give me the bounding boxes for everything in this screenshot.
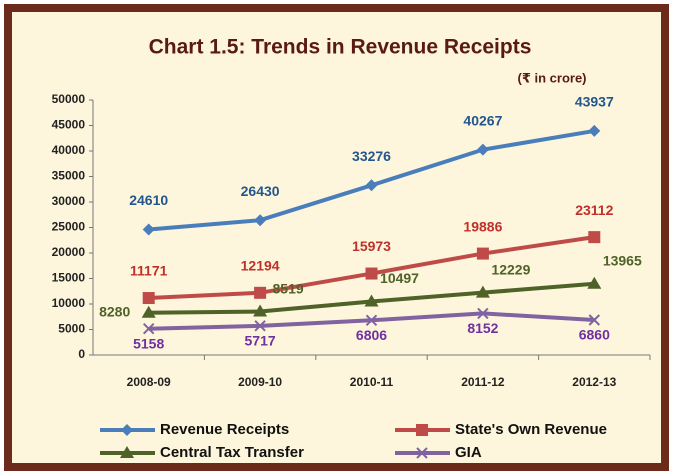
marker	[475, 285, 490, 298]
marker	[416, 424, 428, 436]
y-tick-label: 35000	[52, 169, 86, 183]
data-label: 8280	[99, 303, 130, 319]
data-label: 19886	[463, 218, 502, 234]
marker	[365, 267, 378, 280]
data-label: 13965	[603, 252, 642, 268]
marker	[365, 179, 378, 192]
data-label: 24610	[129, 192, 168, 208]
data-label: 43937	[575, 94, 614, 110]
marker	[477, 307, 489, 320]
data-label: 6806	[356, 327, 387, 343]
marker	[588, 231, 601, 244]
data-label: 8519	[273, 280, 304, 296]
data-label: 12194	[241, 258, 280, 274]
plot-background	[12, 12, 661, 463]
data-label: 5717	[245, 333, 276, 349]
data-label: 12229	[491, 261, 530, 277]
x-tick-label: 2009-10	[238, 375, 282, 389]
marker	[141, 305, 156, 318]
marker	[254, 214, 267, 227]
y-tick-label: 50000	[52, 92, 86, 106]
data-label: 10497	[380, 270, 419, 286]
legend-label: Central Tax Transfer	[160, 444, 304, 461]
legend-label: State's Own Revenue	[455, 421, 607, 438]
marker	[588, 314, 601, 326]
y-tick-label: 30000	[52, 194, 86, 208]
marker	[120, 446, 134, 458]
x-tick-label: 2011-12	[461, 375, 505, 389]
y-tick-label: 45000	[52, 118, 86, 132]
data-label: 15973	[352, 238, 391, 254]
x-tick-label: 2010-11	[350, 375, 394, 389]
data-label: 6860	[579, 327, 610, 343]
x-tick-label: 2008-09	[127, 375, 171, 389]
marker	[254, 286, 267, 299]
marker	[142, 292, 155, 305]
legend-label: Revenue Receipts	[160, 421, 289, 438]
y-tick-label: 10000	[52, 296, 86, 310]
data-label: 26430	[241, 183, 280, 199]
y-tick-label: 15000	[52, 271, 86, 285]
y-tick-label: 20000	[52, 245, 86, 259]
marker	[416, 447, 428, 459]
x-tick-label: 2012-13	[572, 375, 616, 389]
marker	[142, 322, 155, 335]
y-tick-label: 5000	[58, 322, 85, 336]
marker	[476, 247, 489, 260]
y-tick-label: 25000	[52, 220, 86, 234]
data-label: 8152	[467, 320, 498, 336]
y-tick-label: 0	[78, 347, 85, 361]
marker	[254, 320, 266, 332]
legend-label: GIA	[455, 444, 482, 461]
chart-title: Chart 1.5: Trends in Revenue Receipts	[149, 36, 532, 59]
marker	[142, 223, 155, 236]
data-label: 40267	[463, 112, 502, 128]
data-label: 5158	[133, 335, 164, 351]
marker	[476, 143, 489, 156]
marker	[588, 124, 601, 137]
data-label: 11171	[130, 263, 168, 279]
marker	[365, 314, 378, 326]
marker	[121, 424, 133, 436]
marker	[253, 304, 268, 317]
marker	[587, 276, 602, 289]
marker	[364, 294, 379, 307]
data-label: 23112	[575, 202, 613, 218]
data-label: 33276	[352, 148, 391, 164]
y-tick-label: 40000	[52, 143, 86, 157]
chart-subtitle: (₹ in crore)	[518, 70, 587, 85]
